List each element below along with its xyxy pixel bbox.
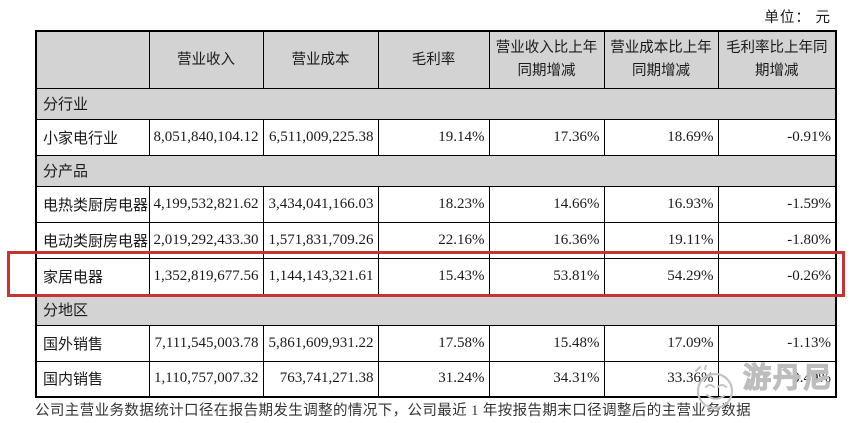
table-cell: 19.11%	[603, 221, 719, 259]
table-cell: 8,051,840,104.12	[148, 118, 264, 156]
main-business-table: 营业收入 营业成本 毛利率 营业收入比上年同期增减 营业成本比上年同期增减 毛利率比上年同…	[35, 30, 837, 398]
table-cell: 18.69%	[603, 118, 719, 156]
col-header-5: 营业成本比上年同期增减	[603, 30, 719, 89]
section-row-分地区: 分地区	[35, 293, 837, 326]
row-label: 电热类厨房电器	[35, 185, 150, 223]
col-header-3: 毛利率	[377, 30, 490, 89]
col-header-2: 营业成本	[262, 30, 379, 89]
section-row-分行业: 分行业	[35, 87, 837, 120]
table-cell: 3,434,041,166.03	[262, 185, 379, 223]
table-cell: 34.31%	[488, 360, 605, 398]
row-label: 家居电器	[35, 257, 150, 295]
table-cell: 31.24%	[377, 360, 490, 398]
table-cell: -1.59%	[717, 185, 837, 223]
data-row-电热类厨房电器: 电热类厨房电器 4,199,532,821.62 3,434,041,166.03 1…	[35, 185, 837, 223]
section-label: 分地区	[35, 293, 837, 326]
table-cell: 1,571,831,709.26	[262, 221, 379, 259]
table-cell: 15.43%	[377, 257, 490, 295]
data-row-小家电行业: 小家电行业 8,051,840,104.12 6,511,009,225.38 19.…	[35, 118, 837, 156]
table-cell: -0.91%	[717, 118, 837, 156]
table-cell: 54.29%	[603, 257, 719, 295]
table-cell: 16.93%	[603, 185, 719, 223]
col-header-1: 营业收入	[148, 30, 264, 89]
table-header-row: 营业收入 营业成本 毛利率 营业收入比上年同期增减 营业成本比上年同期增减 毛利率比上年同…	[35, 30, 837, 89]
table-cell: -1.80%	[717, 221, 837, 259]
table-cell: 763,741,271.38	[262, 360, 379, 398]
table-cell: 22.16%	[377, 221, 490, 259]
table-cell: 0.49%	[717, 360, 837, 398]
table-cell: 2,019,292,433.30	[148, 221, 264, 259]
section-label: 分行业	[35, 87, 837, 120]
col-header-0	[35, 30, 150, 89]
data-row-国内销售: 国内销售 1,110,757,007.32 763,741,271.38 31.24%…	[35, 360, 837, 398]
data-row-电动类厨房电器: 电动类厨房电器 2,019,292,433.30 1,571,831,709.26 2…	[35, 221, 837, 259]
table-cell: 4,199,532,821.62	[148, 185, 264, 223]
table-cell: 15.48%	[488, 324, 605, 362]
table-cell: 17.36%	[488, 118, 605, 156]
table-cell: 17.09%	[603, 324, 719, 362]
table-cell: 19.14%	[377, 118, 490, 156]
table-cell: 6,511,009,225.38	[262, 118, 379, 156]
col-header-4: 营业收入比上年同期增减	[488, 30, 605, 89]
row-label: 电动类厨房电器	[35, 221, 150, 259]
col-header-6: 毛利率比上年同期增减	[717, 30, 837, 89]
table-cell: 16.36%	[488, 221, 605, 259]
table-cell: -0.26%	[717, 257, 837, 295]
data-row-国外销售: 国外销售 7,111,545,003.78 5,861,609,931.22 17.5…	[35, 324, 837, 362]
table-cell: 7,111,545,003.78	[148, 324, 264, 362]
table-cell: 1,144,143,321.61	[262, 257, 379, 295]
table-cell: 18.23%	[377, 185, 490, 223]
table-cell: 1,110,757,007.32	[148, 360, 264, 398]
data-row-家居电器-highlighted: 家居电器 1,352,819,677.56 1,144,143,321.61 15.4…	[35, 257, 837, 295]
row-label: 国内销售	[35, 360, 150, 398]
table-cell: 33.36%	[603, 360, 719, 398]
table-cell: 53.81%	[488, 257, 605, 295]
table-cell: 17.58%	[377, 324, 490, 362]
unit-label: 单位： 元	[764, 10, 831, 26]
row-label: 国外销售	[35, 324, 150, 362]
section-label: 分产品	[35, 154, 837, 187]
table-cell: 5,861,609,931.22	[262, 324, 379, 362]
table-cell: -1.13%	[717, 324, 837, 362]
row-label: 小家电行业	[35, 118, 150, 156]
table-cell: 14.66%	[488, 185, 605, 223]
section-row-分产品: 分产品	[35, 154, 837, 187]
table-cell: 1,352,819,677.56	[148, 257, 264, 295]
footnote: 公司主营业务数据统计口径在报告期发生调整的情况下，公司最近 1 年按报告期末口径…	[35, 403, 751, 419]
